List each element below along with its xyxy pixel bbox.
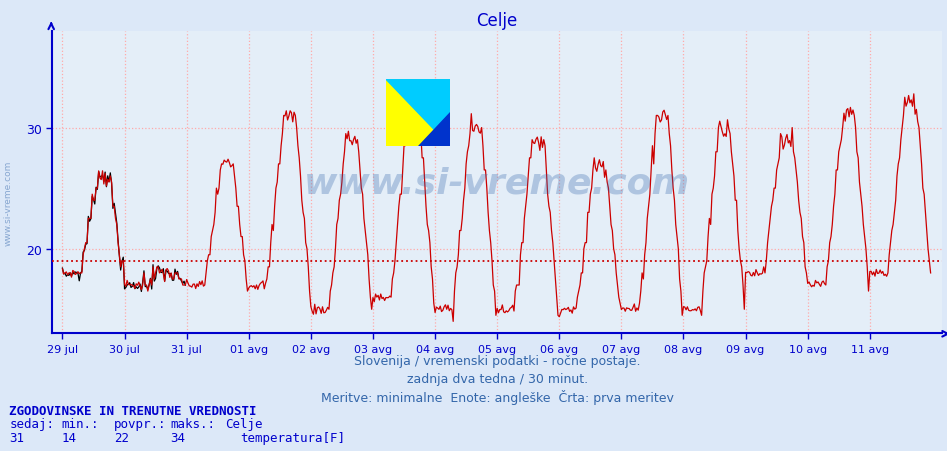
- Text: www.si-vreme.com: www.si-vreme.com: [304, 166, 690, 200]
- Text: 22: 22: [114, 431, 129, 444]
- Text: min.:: min.:: [62, 417, 99, 430]
- Text: ZGODOVINSKE IN TRENUTNE VREDNOSTI: ZGODOVINSKE IN TRENUTNE VREDNOSTI: [9, 404, 257, 417]
- Polygon shape: [418, 113, 450, 147]
- Text: Meritve: minimalne  Enote: angleške  Črta: prva meritev: Meritve: minimalne Enote: angleške Črta:…: [321, 389, 673, 404]
- Text: maks.:: maks.:: [170, 417, 216, 430]
- Text: 14: 14: [62, 431, 77, 444]
- Text: www.si-vreme.com: www.si-vreme.com: [4, 161, 13, 245]
- Polygon shape: [386, 80, 450, 147]
- Title: Celje: Celje: [476, 12, 518, 30]
- Text: zadnja dva tedna / 30 minut.: zadnja dva tedna / 30 minut.: [406, 373, 588, 386]
- Polygon shape: [386, 80, 450, 147]
- Text: sedaj:: sedaj:: [9, 417, 55, 430]
- Text: Celje: Celje: [225, 417, 263, 430]
- Text: temperatura[F]: temperatura[F]: [241, 431, 346, 444]
- Text: povpr.:: povpr.:: [114, 417, 166, 430]
- Text: 34: 34: [170, 431, 186, 444]
- Text: 31: 31: [9, 431, 25, 444]
- Text: Slovenija / vremenski podatki - ročne postaje.: Slovenija / vremenski podatki - ročne po…: [354, 354, 640, 368]
